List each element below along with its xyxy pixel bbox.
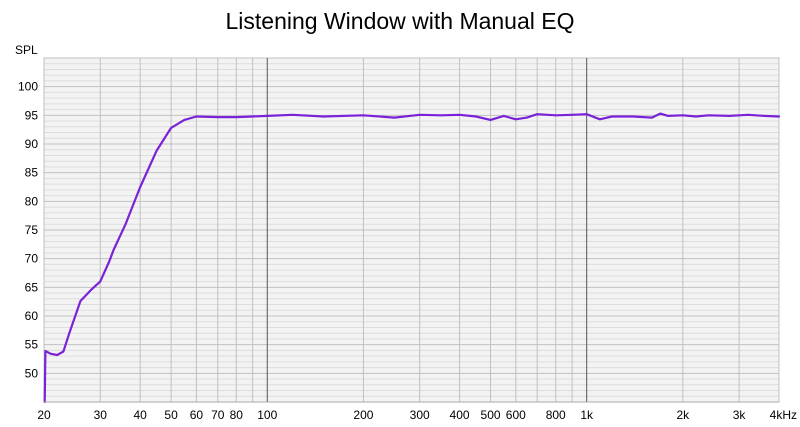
x-tick-label: 500 xyxy=(481,408,501,422)
y-tick-label: 60 xyxy=(25,309,39,323)
x-tick-label: 800 xyxy=(546,408,566,422)
y-tick-label: 80 xyxy=(25,194,39,208)
y-tick-label: 65 xyxy=(25,280,39,294)
x-tick-label: 300 xyxy=(410,408,430,422)
y-tick-label: 85 xyxy=(25,166,39,180)
x-tick-label: 30 xyxy=(94,408,108,422)
x-tick-label: 50 xyxy=(164,408,178,422)
x-tick-label: 4kHz xyxy=(770,408,797,422)
y-tick-label: 90 xyxy=(25,137,39,151)
x-tick-label: 20 xyxy=(37,408,51,422)
y-tick-label: 70 xyxy=(25,252,39,266)
x-tick-label: 80 xyxy=(230,408,244,422)
x-tick-label: 100 xyxy=(257,408,277,422)
y-tick-label: 100 xyxy=(18,80,38,94)
x-tick-label: 200 xyxy=(353,408,373,422)
y-tick-label: 50 xyxy=(25,366,39,380)
x-tick-label: 1k xyxy=(580,408,594,422)
y-axis-label: SPL xyxy=(15,43,38,57)
x-tick-label: 2k xyxy=(677,408,691,422)
x-tick-label: 3k xyxy=(733,408,747,422)
x-tick-label: 70 xyxy=(211,408,225,422)
y-tick-label: 95 xyxy=(25,108,39,122)
x-tick-label: 40 xyxy=(133,408,147,422)
chart-title: Listening Window with Manual EQ xyxy=(225,8,575,34)
series-line xyxy=(43,112,781,404)
x-tick-label: 400 xyxy=(450,408,470,422)
x-tick-label: 600 xyxy=(506,408,526,422)
x-tick-label: 60 xyxy=(190,408,204,422)
y-tick-label: 55 xyxy=(25,338,39,352)
y-tick-label: 75 xyxy=(25,223,39,237)
